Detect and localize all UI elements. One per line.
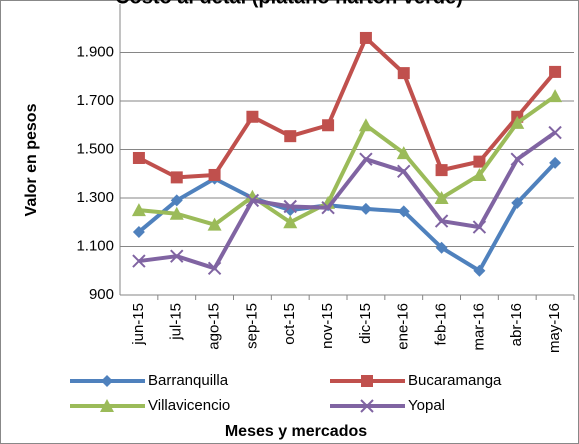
data-point (208, 168, 221, 181)
series-line (137, 161, 557, 273)
x-tick-label: jun-15 (130, 303, 147, 346)
legend-marker (100, 399, 114, 412)
y-tick-label: 1.300 (76, 189, 114, 206)
x-tick-label: dic-15 (357, 303, 374, 344)
data-point (283, 199, 297, 214)
x-tick-label: abr-16 (508, 303, 525, 346)
data-point (549, 156, 562, 169)
series-line (138, 35, 557, 180)
y-axis-label: Valor en pesos (23, 103, 40, 216)
y-tick-label: 1.500 (76, 140, 114, 157)
data-point (510, 152, 524, 166)
series-line (138, 94, 557, 227)
x-tick-label: sep-15 (243, 303, 260, 349)
data-point (170, 171, 183, 184)
data-point (321, 200, 335, 215)
data-point (132, 225, 145, 238)
x-tick-label: may-16 (546, 303, 563, 353)
data-point (207, 217, 222, 231)
y-tick-label: 900 (89, 286, 114, 303)
x-tick-label: nov-15 (319, 303, 336, 349)
data-point (169, 206, 184, 220)
x-tick-label: ago-15 (206, 303, 223, 350)
legend-label: Villavicencio (148, 397, 230, 414)
data-point (472, 220, 487, 234)
data-point (434, 214, 449, 228)
data-point (473, 264, 486, 277)
data-point (473, 155, 486, 168)
y-tick-label: 1.900 (76, 43, 114, 60)
legend-label: Bucaramanga (408, 372, 502, 389)
legend-label: Barranquilla (148, 372, 229, 389)
series-line (138, 130, 557, 271)
x-tick-label: feb-16 (433, 303, 450, 346)
data-point (472, 167, 487, 181)
data-point (435, 241, 448, 254)
chart-title: Costo al detal (plátano hartón verde) (115, 0, 463, 8)
data-point (246, 110, 259, 123)
data-point (132, 151, 145, 164)
data-point (359, 152, 373, 166)
legend-label: Yopal (408, 397, 445, 414)
data-point (358, 118, 373, 132)
data-point (284, 130, 297, 143)
data-point (359, 202, 372, 215)
legend-marker (360, 399, 374, 413)
data-point (510, 115, 525, 129)
data-point (397, 205, 410, 218)
data-point (548, 125, 562, 140)
data-point (207, 261, 222, 276)
data-point (434, 191, 449, 204)
data-point (511, 196, 524, 209)
x-tick-label: jul-15 (168, 303, 185, 341)
x-tick-label: oct-15 (281, 303, 298, 345)
data-point (359, 31, 372, 44)
y-tick-label: 1.100 (76, 237, 114, 254)
data-point (397, 164, 411, 179)
x-tick-label: mar-16 (470, 303, 487, 351)
y-tick-label: 1.700 (76, 92, 114, 109)
data-point (170, 194, 183, 207)
data-point (548, 89, 563, 103)
x-axis-label: Meses y mercados (225, 423, 367, 440)
x-tick-label: ene-16 (395, 303, 412, 350)
data-point (435, 164, 448, 177)
data-point (549, 65, 562, 78)
legend-marker (361, 375, 373, 387)
data-point (170, 249, 184, 263)
data-point (131, 203, 146, 217)
data-point (132, 254, 146, 268)
legend-marker (101, 375, 113, 387)
data-point (283, 215, 298, 229)
data-point (322, 119, 335, 132)
data-point (397, 67, 410, 80)
data-point (245, 193, 260, 208)
data-point (396, 146, 411, 160)
